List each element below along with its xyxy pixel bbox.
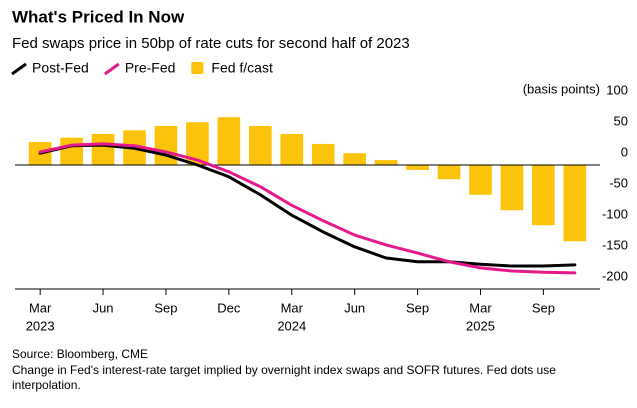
- x-year-label: 2025: [466, 318, 495, 333]
- y-tick-label: -100: [602, 206, 628, 221]
- y-tick-label: 50: [614, 113, 628, 128]
- y-tick-label: -50: [609, 175, 628, 190]
- chart-title: What's Priced In Now: [12, 7, 185, 26]
- x-year-label: 2023: [26, 318, 55, 333]
- x-tick-label: Mar: [469, 300, 492, 315]
- bar: [186, 122, 209, 165]
- bar: [406, 165, 429, 170]
- bar: [374, 160, 398, 165]
- bar: [563, 165, 587, 242]
- bar: [469, 165, 492, 195]
- x-tick-label: Mar: [29, 300, 52, 315]
- y-tick-label: 0: [621, 144, 628, 159]
- source: Source: Bloomberg, CME: [12, 347, 148, 361]
- bar: [311, 143, 335, 165]
- x-tick-label: Sep: [532, 300, 555, 315]
- x-year-label: 2024: [277, 318, 306, 333]
- line: [38, 142, 577, 275]
- y-axis-label: (basis points): [523, 81, 600, 96]
- line: [38, 143, 577, 268]
- x-tick-label: Sep: [154, 300, 177, 315]
- x-tick-label: Sep: [406, 300, 429, 315]
- y-tick-label: -200: [602, 268, 628, 283]
- y-tick-label: 100: [606, 82, 628, 97]
- bar: [437, 165, 461, 180]
- note: interpolation.: [12, 378, 81, 392]
- x-tick-label: Jun: [344, 300, 365, 315]
- bar: [91, 134, 115, 165]
- chart-subtitle: Fed swaps price in 50bp of rate cuts for…: [12, 35, 410, 52]
- legend-swatch: [191, 62, 204, 74]
- legend-label: Post-Fed: [32, 60, 89, 76]
- bar: [217, 117, 241, 165]
- note: Change in Fed's interest-rate target imp…: [12, 363, 556, 377]
- bar: [532, 165, 555, 226]
- bar: [280, 134, 304, 165]
- legend-swatch: [11, 62, 27, 76]
- x-tick-label: Mar: [281, 300, 304, 315]
- legend-swatch: [103, 62, 120, 76]
- y-tick-label: -150: [602, 237, 628, 252]
- x-tick-label: Jun: [93, 300, 114, 315]
- legend-label: Pre-Fed: [125, 60, 176, 76]
- bar: [500, 165, 524, 211]
- legend-label: Fed f/cast: [211, 60, 273, 76]
- bar: [343, 153, 366, 165]
- bar: [60, 137, 83, 165]
- bar: [249, 125, 272, 165]
- x-tick-label: Dec: [217, 300, 241, 315]
